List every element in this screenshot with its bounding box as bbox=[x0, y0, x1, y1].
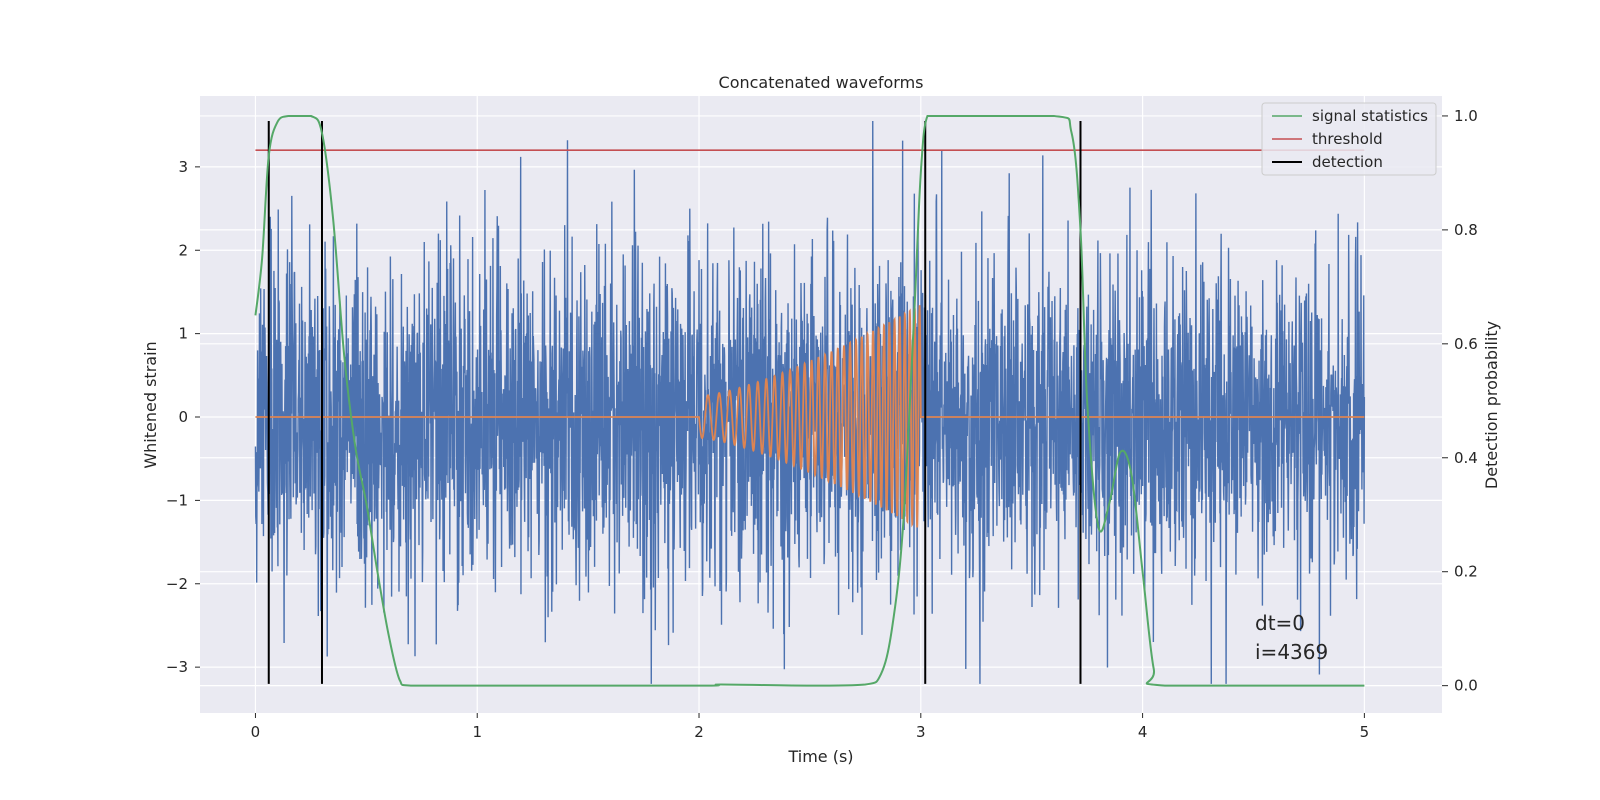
legend-label-signal-statistics: signal statistics bbox=[1312, 107, 1428, 125]
legend-label-detection: detection bbox=[1312, 153, 1383, 171]
x-tick-label: 1 bbox=[472, 723, 482, 741]
y-axis-label: Whitened strain bbox=[141, 341, 160, 468]
y-tick-label: 0 bbox=[178, 408, 188, 426]
x-tick-label: 4 bbox=[1138, 723, 1148, 741]
x-tick-label: 0 bbox=[251, 723, 261, 741]
y-tick-label: −1 bbox=[166, 491, 188, 509]
waveform-series bbox=[255, 305, 1365, 528]
annotation-i: i=4369 bbox=[1255, 640, 1328, 664]
y-right-tick-label: 0.2 bbox=[1454, 563, 1478, 581]
y-axis-right-label: Detection probability bbox=[1482, 321, 1501, 489]
y-right-tick-label: 0.8 bbox=[1454, 221, 1478, 239]
y-right-tick-label: 0.0 bbox=[1454, 677, 1478, 695]
waveform-line bbox=[255, 305, 1365, 528]
y-right-tick-label: 0.4 bbox=[1454, 449, 1478, 467]
legend-frame bbox=[1261, 102, 1437, 176]
y-tick-label: 2 bbox=[178, 241, 188, 259]
y-tick-label: −2 bbox=[166, 575, 188, 593]
annotation-dt: dt=0 bbox=[1255, 611, 1305, 635]
y-tick-label: 3 bbox=[178, 158, 188, 176]
signal-statistics-series bbox=[254, 114, 1365, 687]
chart-title: Concatenated waveforms bbox=[719, 73, 924, 92]
strain-series bbox=[254, 121, 1366, 684]
signal-statistics-line bbox=[254, 114, 1365, 687]
x-tick-label: 5 bbox=[1360, 723, 1370, 741]
x-axis-label: Time (s) bbox=[787, 747, 853, 766]
y-right-tick-label: 0.6 bbox=[1454, 335, 1478, 353]
x-tick-label: 3 bbox=[916, 723, 926, 741]
x-tick-label: 2 bbox=[694, 723, 704, 741]
legend: signal statistics threshold detection bbox=[1261, 102, 1437, 176]
axis-ticks: 0 1 2 3 4 5 −3 −2 −1 0 1 2 3 0.0 0.2 0.4 0.6 0.8 1.0 bbox=[166, 107, 1478, 741]
legend-label-threshold: threshold bbox=[1312, 130, 1383, 148]
strain-line bbox=[254, 121, 1366, 684]
y-tick-label: 1 bbox=[178, 325, 188, 343]
y-right-tick-label: 1.0 bbox=[1454, 107, 1478, 125]
y-tick-label: −3 bbox=[166, 658, 188, 676]
